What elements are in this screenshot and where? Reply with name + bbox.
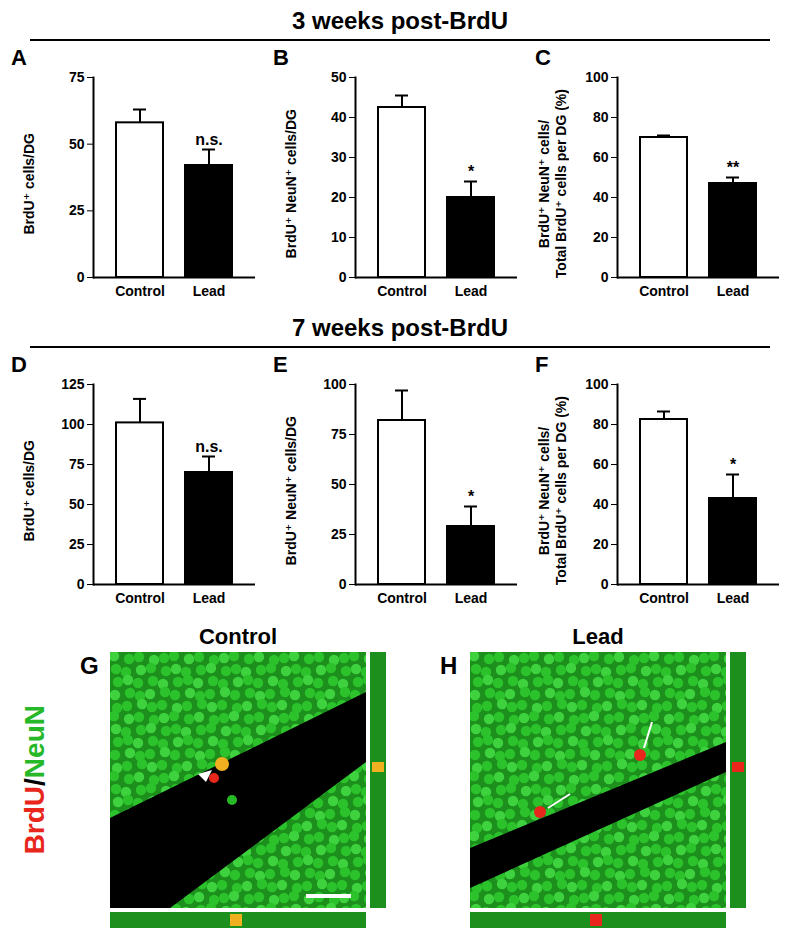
svg-text:Control: Control <box>115 590 165 606</box>
svg-text:Control: Control <box>115 283 165 299</box>
svg-text:50: 50 <box>69 136 85 152</box>
svg-text:*: * <box>468 488 475 505</box>
html-text:BrdU⁺ NeuN⁺ cells/ Total BrdU⁺: BrdU⁺ NeuN⁺ cells/ Total BrdU⁺ cells per… <box>536 89 569 279</box>
svg-text:100: 100 <box>323 376 347 392</box>
svg-text:40: 40 <box>593 189 609 205</box>
svg-text:0: 0 <box>339 269 347 285</box>
svg-text:40: 40 <box>593 496 609 512</box>
svg-text:**: ** <box>727 159 740 176</box>
html-text:7 weeks post-BrdU: 7 weeks post-BrdU <box>292 314 508 341</box>
svg-text:20: 20 <box>593 536 609 552</box>
svg-text:Control: Control <box>639 590 689 606</box>
svg-text:Control: Control <box>377 590 427 606</box>
svg-text:Lead: Lead <box>717 590 750 606</box>
html-text:BrdU⁺ NeuN⁺ cells/DG: BrdU⁺ NeuN⁺ cells/DG <box>282 416 299 566</box>
html-text:NeuN: NeuN <box>19 705 50 779</box>
svg-text:50: 50 <box>331 476 347 492</box>
html-text:F: F <box>535 352 549 377</box>
svg-text:Control: Control <box>639 283 689 299</box>
svg-text:20: 20 <box>593 229 609 245</box>
svg-text:50: 50 <box>331 69 347 85</box>
html-text:BrdU: BrdU <box>19 786 50 855</box>
html-text:D: D <box>11 352 27 377</box>
html-text:BrdU⁺ NeuN⁺ cells/DG: BrdU⁺ NeuN⁺ cells/DG <box>282 109 299 259</box>
svg-text:n.s.: n.s. <box>195 131 223 148</box>
svg-text:10: 10 <box>331 229 347 245</box>
svg-text:25: 25 <box>331 526 347 542</box>
svg-text:G: G <box>80 652 99 679</box>
svg-text:30: 30 <box>331 149 347 165</box>
svg-text:*: * <box>730 456 737 473</box>
html-text:BrdU⁺ NeuN⁺ cells/ Total BrdU⁺: BrdU⁺ NeuN⁺ cells/ Total BrdU⁺ cells per… <box>536 396 569 586</box>
svg-text:Lead: Lead <box>717 283 750 299</box>
svg-text:0: 0 <box>601 576 609 592</box>
svg-text:0: 0 <box>339 576 347 592</box>
html-text:BrdU⁺ cells/DG: BrdU⁺ cells/DG <box>20 440 37 542</box>
html-text:A: A <box>11 45 27 70</box>
svg-text:25: 25 <box>69 202 85 218</box>
html-text:B: B <box>273 45 289 70</box>
html-text:C: C <box>535 45 551 70</box>
html-text:BrdU⁺ cells/DG: BrdU⁺ cells/DG <box>20 133 37 235</box>
svg-text:75: 75 <box>69 69 85 85</box>
svg-text:Control: Control <box>377 283 427 299</box>
svg-text:80: 80 <box>593 109 609 125</box>
svg-text:*: * <box>468 163 475 180</box>
svg-text:80: 80 <box>593 416 609 432</box>
svg-text:20: 20 <box>331 189 347 205</box>
svg-text:Lead: Lead <box>572 624 623 649</box>
svg-text:50: 50 <box>69 496 85 512</box>
svg-text:0: 0 <box>77 576 85 592</box>
svg-text:75: 75 <box>69 456 85 472</box>
svg-text:125: 125 <box>61 376 85 392</box>
html-text:E: E <box>273 352 288 377</box>
svg-text:Lead: Lead <box>193 283 226 299</box>
svg-text:100: 100 <box>585 69 609 85</box>
svg-text:40: 40 <box>331 109 347 125</box>
svg-text:75: 75 <box>331 426 347 442</box>
svg-text:Lead: Lead <box>193 590 226 606</box>
svg-text:60: 60 <box>593 149 609 165</box>
svg-text:100: 100 <box>585 376 609 392</box>
svg-text:Control: Control <box>199 624 277 649</box>
html-text:3 weeks post-BrdU: 3 weeks post-BrdU <box>292 7 508 34</box>
svg-text:Lead: Lead <box>455 283 488 299</box>
svg-text:60: 60 <box>593 456 609 472</box>
svg-text:H: H <box>440 652 457 679</box>
svg-text:25: 25 <box>69 536 85 552</box>
svg-text:0: 0 <box>601 269 609 285</box>
svg-text:0: 0 <box>77 269 85 285</box>
svg-text:100: 100 <box>61 416 85 432</box>
svg-text:n.s.: n.s. <box>195 438 223 455</box>
svg-text:Lead: Lead <box>455 590 488 606</box>
